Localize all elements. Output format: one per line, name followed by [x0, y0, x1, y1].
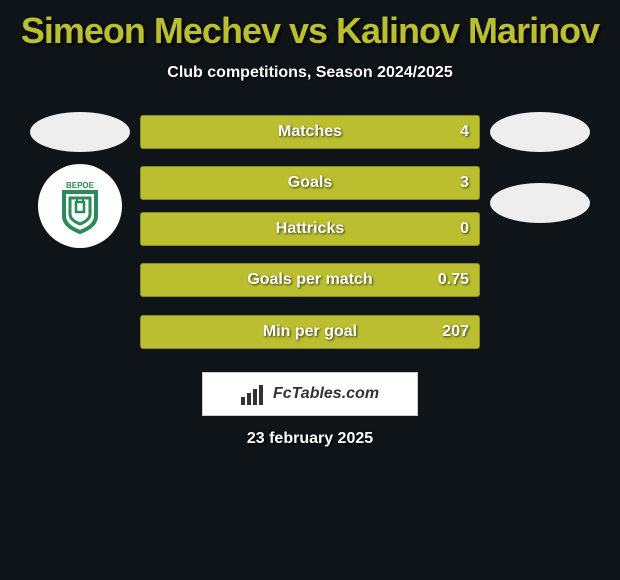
stat-bar: Matches 4: [140, 115, 480, 149]
date-label: 23 february 2025: [0, 430, 620, 448]
stat-bar: Goals per match 0.75: [140, 263, 480, 297]
bar-chart-icon: [241, 383, 267, 405]
page-title: Simeon Mechev vs Kalinov Marinov: [0, 10, 620, 52]
stat-row-matches: Matches 4: [0, 112, 620, 152]
fctables-logo: FcTables.com: [202, 372, 418, 416]
stat-value-right: 4: [460, 123, 469, 141]
logo-text: FcTables.com: [273, 385, 379, 403]
stat-bar: Hattricks 0: [140, 212, 480, 246]
stat-label: Hattricks: [276, 220, 344, 238]
stat-value-right: 0.75: [438, 271, 469, 289]
player-right-avatar: [490, 183, 590, 223]
avatar-placeholder: [490, 260, 590, 300]
comparison-infographic: Simeon Mechev vs Kalinov Marinov Club co…: [0, 0, 620, 458]
stat-bar: Min per goal 207: [140, 315, 480, 349]
stat-bar: Goals 3: [140, 166, 480, 200]
stat-rows-with-badge: BEPOE Goals 3 Hattricks 0: [0, 164, 620, 248]
stat-label: Goals per match: [247, 271, 372, 289]
stat-label: Min per goal: [263, 323, 357, 341]
avatar-placeholder: [490, 312, 590, 352]
stat-row-gpm: Goals per match 0.75: [0, 260, 620, 300]
player-right-avatar: [490, 112, 590, 152]
club-badge: BEPOE: [38, 164, 122, 248]
stat-label: Goals: [288, 174, 332, 192]
stat-label: Matches: [278, 123, 342, 141]
shield-icon: BEPOE: [50, 176, 110, 236]
badge-column-right: [490, 189, 590, 223]
stat-value-right: 207: [442, 323, 469, 341]
avatar-placeholder: [30, 312, 130, 352]
stat-value-right: 0: [460, 220, 469, 238]
subtitle: Club competitions, Season 2024/2025: [0, 64, 620, 82]
badge-column-left: BEPOE: [30, 164, 130, 248]
stat-value-right: 3: [460, 174, 469, 192]
stat-row-mpg: Min per goal 207: [0, 312, 620, 352]
player-left-avatar: [30, 112, 130, 152]
badge-text: BEPOE: [66, 181, 95, 190]
avatar-placeholder: [30, 260, 130, 300]
